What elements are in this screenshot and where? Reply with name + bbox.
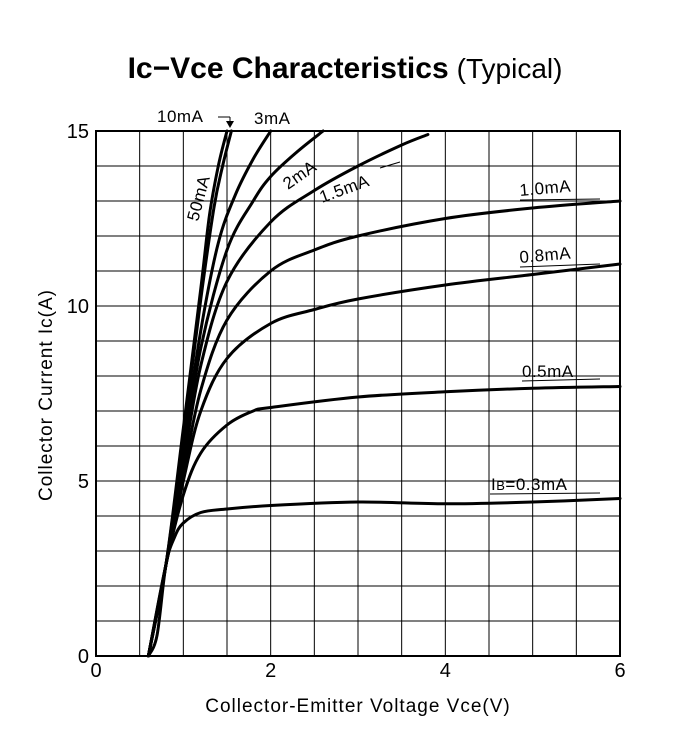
curve-0-5ma xyxy=(146,385,622,658)
y-axis-label: Collector Current Ic(A) xyxy=(36,289,57,501)
x-tick-label: 6 xyxy=(614,660,625,682)
curve-label-ib: IB=0.3mA xyxy=(491,475,568,494)
x-tick-label: 2 xyxy=(265,660,276,682)
grid xyxy=(96,131,620,656)
curve-label: 0.8mA xyxy=(519,244,572,267)
tick-labels: 0 2 4 6 0 5 10 15 xyxy=(67,121,626,682)
plot-frame xyxy=(95,130,621,657)
title-rest: Characteristics xyxy=(224,52,449,85)
chart-subtitle: (Typical) xyxy=(457,53,563,84)
curve-0-8ma xyxy=(146,262,622,658)
chart-title: Ic−Vce Characteristics (Typical) xyxy=(128,52,563,85)
title-vce: Vce xyxy=(170,52,223,85)
x-tick-label: 0 xyxy=(90,660,101,682)
label-leader-line xyxy=(521,378,601,382)
y-tick-label: 15 xyxy=(67,121,89,143)
curve-ib-0-3ma xyxy=(146,497,622,658)
curve-label: 3mA xyxy=(254,109,291,128)
curves xyxy=(146,129,622,658)
x-tick-label: 4 xyxy=(440,660,451,682)
y-tick-label: 10 xyxy=(67,296,89,318)
y-tick-label: 5 xyxy=(78,471,89,493)
curve-label: 1.0mA xyxy=(519,177,572,200)
title-ic: Ic xyxy=(128,52,153,85)
label-leader-line xyxy=(489,492,601,495)
x-axis-label: Collector-Emitter Voltage Vce(V) xyxy=(205,696,511,717)
label-leader-line xyxy=(379,161,401,169)
arrow-icon xyxy=(226,121,234,128)
curve-label: 10mA xyxy=(157,107,204,126)
label-leader-line xyxy=(519,198,601,201)
label-leader-line xyxy=(519,263,601,268)
curve-2ma xyxy=(146,129,325,658)
curve-50ma xyxy=(146,129,229,658)
title-dash: − xyxy=(153,52,171,85)
curve-label: 0.5mA xyxy=(522,362,574,381)
y-tick-label: 0 xyxy=(78,646,89,668)
